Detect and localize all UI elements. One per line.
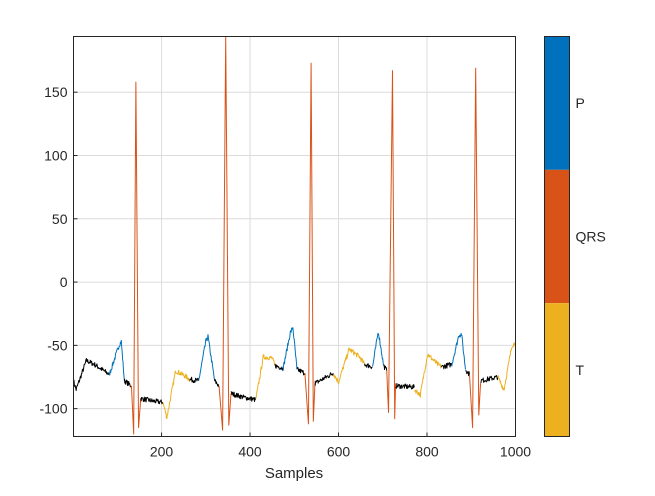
axes-box [73,36,516,437]
signal-segment-none [73,357,110,392]
grid [73,36,516,437]
signal-segment-qrs [130,81,142,435]
colorbar-label: T [576,362,585,378]
y-tick-label: -50 [47,337,67,353]
y-tick-label: 0 [60,274,68,290]
signal-segment-none [230,391,256,403]
colorbar: P QRS T [544,36,606,437]
y-tick-label: 50 [52,211,68,227]
colorbar-label: QRS [576,229,606,245]
signal-segment-p [372,332,385,367]
y-tick-label: 100 [44,147,68,163]
signal-segment-none [395,383,415,390]
plot-area [73,36,516,437]
signal-segment-none [364,363,373,370]
x-tick-label: 600 [327,444,351,460]
signal-segment-none [314,372,334,386]
colorbar-band-qrs [544,169,570,304]
signal-segment-qrs [468,67,482,429]
signal-lines [73,36,516,435]
signal-segment-none [274,363,284,371]
x-tick-label: 200 [150,444,174,460]
signal-segment-none [383,364,388,371]
signal-segment-p [108,339,125,381]
x-axis-label: Samples [265,465,323,482]
y-tick-label: 150 [44,84,68,100]
signal-segment-none [465,369,470,377]
colorbar-label: P [576,95,585,111]
signal-segment-t [162,369,191,420]
signal-segment-none [189,376,200,384]
x-tick-label: 400 [238,444,262,460]
colorbar-border [544,36,570,437]
y-tick-label: -100 [39,401,67,417]
signal-segment-t [414,353,442,398]
axis-ticks: 200 400 600 800 1000 -100 -50 0 50 100 150 [39,84,531,459]
signal-segment-t [497,342,516,391]
colorbar-band-p [544,36,570,170]
signal-segment-p [198,334,216,381]
signal-segment-none [441,362,453,370]
signal-segment-none [140,396,164,405]
x-tick-label: 800 [415,444,439,460]
signal-segment-none [480,375,499,384]
signal-segment-t [255,354,276,399]
signal-segment-none [296,366,306,376]
x-tick-label: 1000 [500,444,531,460]
signal-segment-t [332,347,366,385]
signal-segment-none [214,378,220,388]
signal-segment-qrs [386,70,397,420]
signal-segment-p [282,327,298,371]
signal-segment-none [123,378,132,388]
signal-segment-p [451,332,466,370]
colorbar-band-t [544,303,570,437]
signal-segment-qrs [304,62,316,425]
signal-segment-qrs [218,36,232,431]
